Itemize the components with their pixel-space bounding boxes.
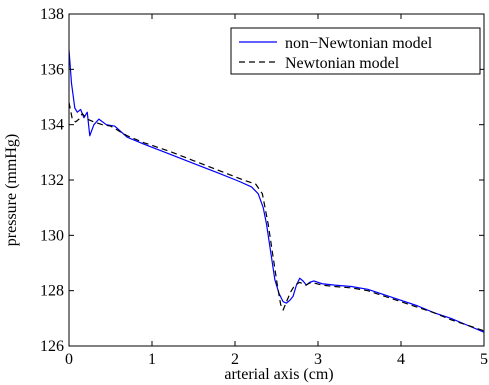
y-tick-label: 138 (40, 6, 64, 23)
x-tick-label: 1 (148, 351, 156, 368)
series-line-newtonian (69, 102, 484, 332)
legend-box (230, 27, 481, 75)
x-tick-label: 2 (231, 351, 239, 368)
y-tick-label: 134 (40, 117, 64, 134)
series-line-non-newtonian (69, 49, 484, 333)
y-tick-label: 126 (40, 338, 64, 355)
x-tick-label: 4 (397, 351, 405, 368)
x-tick-label: 3 (314, 351, 322, 368)
legend-label: Newtonian model (285, 55, 400, 72)
x-axis-label: arterial axis (cm) (224, 366, 333, 383)
x-tick-label: 0 (65, 351, 73, 368)
x-tick-label: 5 (480, 351, 488, 368)
plot-area (69, 49, 484, 333)
y-tick-label: 132 (40, 172, 64, 189)
legend-label: non−Newtonian model (285, 35, 433, 52)
y-tick-label: 130 (40, 227, 64, 244)
legend: non−Newtonian model Newtonian model (230, 27, 481, 75)
y-axis-label: pressure (mmHg) (3, 134, 20, 246)
y-tick-label: 128 (40, 283, 64, 300)
axes: 0 1 2 3 4 5 126 128 130 132 134 136 138 (40, 6, 488, 368)
y-tick-label: 136 (40, 61, 64, 78)
